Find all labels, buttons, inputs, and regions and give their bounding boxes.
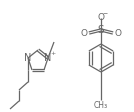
Text: −: − (102, 11, 108, 15)
Text: N: N (24, 53, 32, 63)
Text: CH₃: CH₃ (94, 100, 108, 110)
Text: O: O (114, 28, 122, 38)
Text: O: O (81, 28, 88, 38)
Text: O: O (98, 13, 105, 22)
Text: N: N (44, 53, 52, 63)
Text: S: S (98, 25, 104, 35)
Text: +: + (50, 51, 55, 56)
